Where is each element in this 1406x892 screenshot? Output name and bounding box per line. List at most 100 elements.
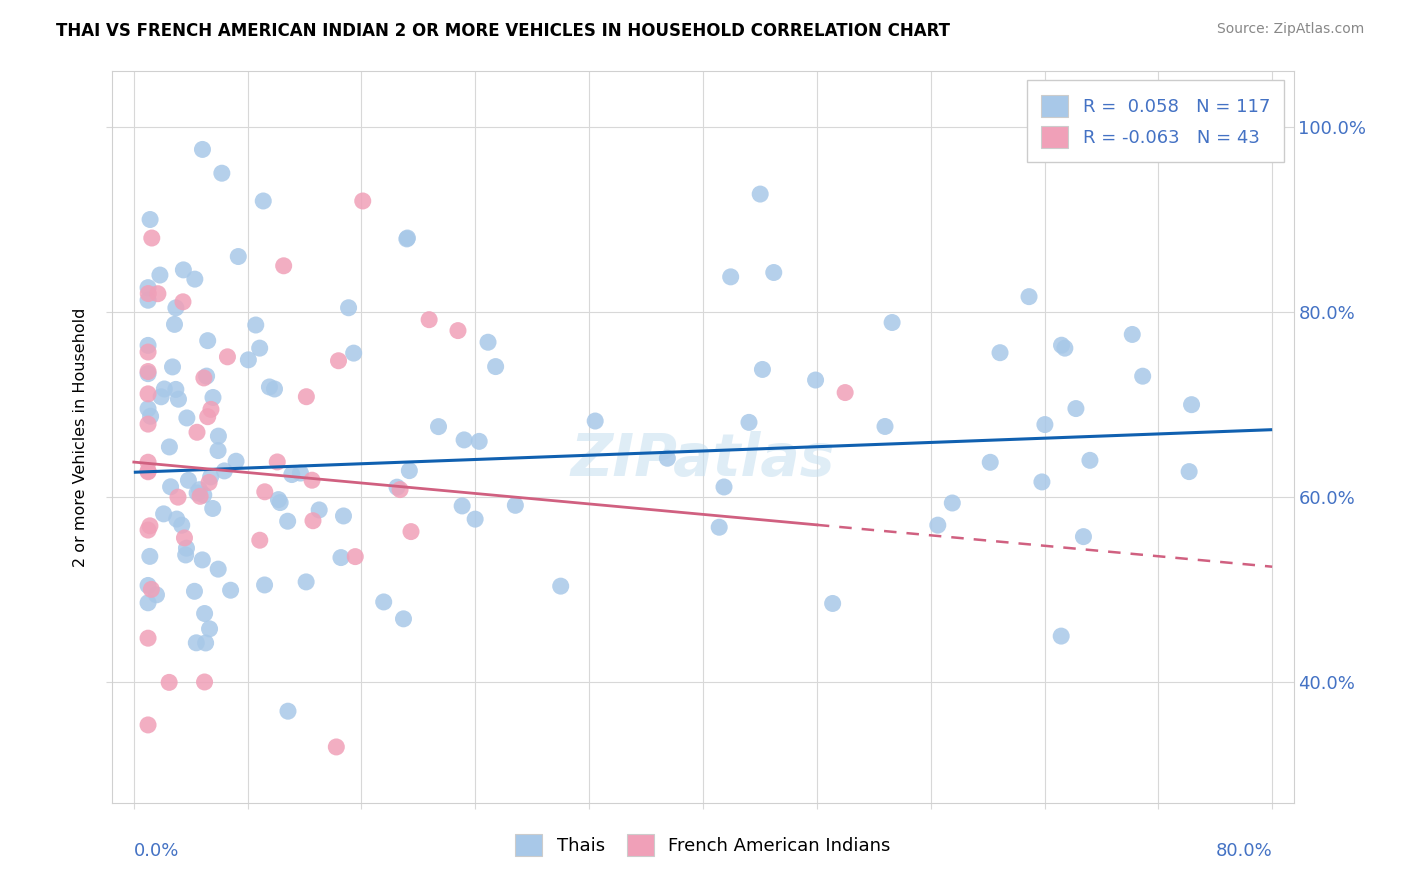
Point bbox=[188, 483, 211, 497]
Point bbox=[328, 353, 350, 368]
Point bbox=[193, 675, 215, 690]
Point bbox=[184, 272, 207, 286]
Point bbox=[150, 390, 173, 404]
Point bbox=[330, 550, 353, 565]
Point bbox=[266, 455, 288, 469]
Point bbox=[398, 464, 420, 478]
Point bbox=[145, 588, 167, 602]
Point bbox=[146, 286, 169, 301]
Point bbox=[157, 440, 180, 454]
Point bbox=[749, 187, 772, 202]
Point bbox=[1078, 453, 1101, 467]
Point bbox=[344, 549, 367, 564]
Point bbox=[657, 451, 679, 466]
Point bbox=[290, 466, 312, 480]
Point bbox=[136, 401, 159, 416]
Point bbox=[259, 380, 281, 394]
Point bbox=[191, 553, 214, 567]
Point bbox=[273, 259, 295, 273]
Point bbox=[136, 631, 159, 645]
Point bbox=[453, 433, 475, 447]
Point bbox=[226, 250, 249, 264]
Point bbox=[1178, 465, 1201, 479]
Point bbox=[193, 488, 215, 502]
Point bbox=[1050, 338, 1073, 352]
Point bbox=[136, 523, 159, 537]
Point bbox=[277, 704, 299, 718]
Point bbox=[1121, 327, 1143, 342]
Point bbox=[337, 301, 360, 315]
Point bbox=[332, 508, 354, 523]
Point bbox=[173, 531, 195, 545]
Point bbox=[295, 390, 318, 404]
Point bbox=[418, 312, 440, 326]
Point bbox=[253, 578, 276, 592]
Point bbox=[211, 166, 233, 180]
Point bbox=[873, 419, 896, 434]
Point bbox=[308, 503, 330, 517]
Point bbox=[207, 443, 229, 458]
Point bbox=[176, 411, 198, 425]
Point bbox=[451, 499, 474, 513]
Point bbox=[201, 501, 224, 516]
Point bbox=[343, 346, 366, 360]
Point bbox=[136, 455, 159, 469]
Point bbox=[136, 718, 159, 732]
Point bbox=[713, 480, 735, 494]
Point bbox=[1180, 398, 1202, 412]
Point bbox=[191, 143, 214, 157]
Point bbox=[245, 318, 267, 332]
Point bbox=[389, 483, 412, 497]
Point bbox=[302, 514, 325, 528]
Point bbox=[197, 334, 219, 348]
Point bbox=[201, 391, 224, 405]
Point bbox=[834, 385, 856, 400]
Point bbox=[186, 425, 208, 440]
Point bbox=[1018, 290, 1040, 304]
Point bbox=[198, 475, 221, 490]
Point bbox=[762, 265, 785, 279]
Point bbox=[464, 512, 486, 526]
Point bbox=[165, 301, 187, 315]
Point bbox=[880, 316, 903, 330]
Point bbox=[821, 597, 844, 611]
Point bbox=[176, 541, 198, 556]
Point bbox=[219, 583, 242, 598]
Point bbox=[139, 212, 162, 227]
Point bbox=[301, 473, 323, 487]
Point bbox=[505, 499, 527, 513]
Point bbox=[253, 484, 276, 499]
Point bbox=[352, 194, 374, 208]
Point bbox=[252, 194, 274, 208]
Point bbox=[477, 335, 499, 350]
Point bbox=[720, 269, 742, 284]
Point bbox=[277, 514, 299, 528]
Point bbox=[198, 622, 221, 636]
Point bbox=[468, 434, 491, 449]
Point bbox=[267, 492, 290, 507]
Point bbox=[988, 345, 1011, 359]
Point bbox=[1033, 417, 1056, 432]
Point bbox=[136, 578, 159, 592]
Point bbox=[249, 533, 271, 548]
Point bbox=[183, 584, 205, 599]
Point bbox=[738, 416, 761, 430]
Point bbox=[941, 496, 963, 510]
Point bbox=[583, 414, 606, 428]
Point bbox=[136, 365, 159, 379]
Point bbox=[325, 739, 347, 754]
Y-axis label: 2 or more Vehicles in Household: 2 or more Vehicles in Household bbox=[73, 308, 89, 566]
Point bbox=[373, 595, 395, 609]
Point bbox=[238, 352, 260, 367]
Point bbox=[193, 371, 215, 385]
Point bbox=[136, 387, 159, 401]
Point bbox=[709, 520, 731, 534]
Point bbox=[186, 636, 208, 650]
Point bbox=[979, 455, 1001, 469]
Text: THAI VS FRENCH AMERICAN INDIAN 2 OR MORE VEHICLES IN HOUSEHOLD CORRELATION CHART: THAI VS FRENCH AMERICAN INDIAN 2 OR MORE… bbox=[56, 22, 950, 40]
Point bbox=[217, 350, 239, 364]
Legend: Thais, French American Indians: Thais, French American Indians bbox=[508, 827, 898, 863]
Point bbox=[485, 359, 508, 374]
Point bbox=[927, 518, 949, 533]
Point bbox=[214, 464, 236, 478]
